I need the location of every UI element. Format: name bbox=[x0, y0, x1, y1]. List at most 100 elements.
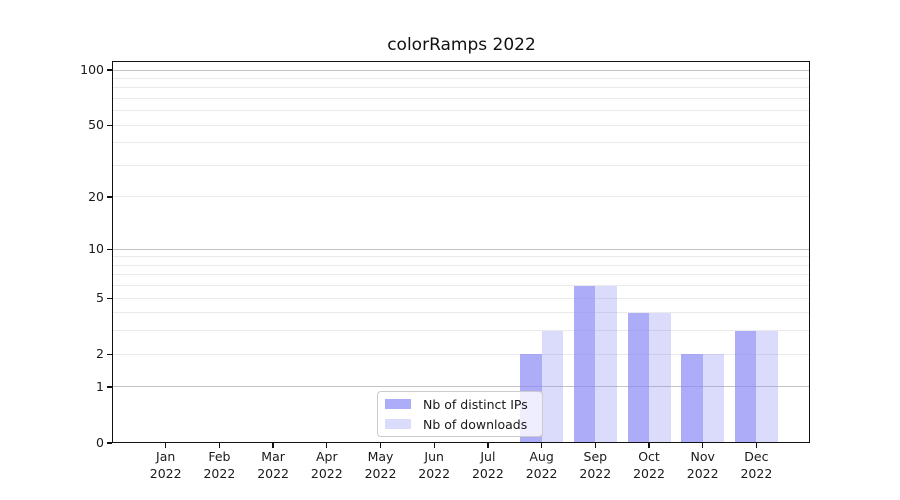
y-tick-label: 2 bbox=[96, 346, 104, 362]
x-tick-label-nov: Nov 2022 bbox=[675, 449, 731, 482]
x-tickmark bbox=[540, 443, 543, 448]
y-tick-label: 0 bbox=[96, 435, 104, 450]
x-tick-label-sep: Sep 2022 bbox=[567, 449, 623, 482]
month-label: Apr bbox=[315, 449, 338, 464]
month-label: Jul bbox=[480, 449, 496, 464]
y-tickmark bbox=[107, 248, 112, 250]
y-tickmark bbox=[107, 69, 112, 71]
y-tick-label: 1 bbox=[96, 378, 104, 394]
gridline bbox=[112, 248, 810, 250]
gridline bbox=[112, 330, 810, 332]
gridline bbox=[112, 312, 810, 314]
year-label: 2022 bbox=[203, 465, 236, 481]
year-label: 2022 bbox=[633, 465, 665, 481]
x-tickmark bbox=[648, 443, 650, 448]
year-label: 2022 bbox=[310, 465, 343, 481]
y-tick-label: 5 bbox=[96, 290, 104, 306]
x-tickmark bbox=[326, 443, 328, 448]
gridline bbox=[112, 386, 810, 388]
gridline bbox=[112, 110, 810, 112]
y-tickmark bbox=[107, 353, 112, 355]
bar-nb-of-distinct-ips-oct bbox=[627, 312, 649, 443]
x-tickmark bbox=[165, 443, 167, 448]
year-label: 2022 bbox=[525, 465, 558, 481]
bar-nb-of-downloads-oct bbox=[649, 312, 671, 443]
x-tickmark bbox=[702, 443, 704, 448]
year-label: 2022 bbox=[418, 465, 451, 481]
month-label: Sep bbox=[583, 449, 608, 464]
x-tick-label-may: May 2022 bbox=[353, 449, 409, 482]
gridline bbox=[112, 285, 810, 287]
gridline bbox=[112, 264, 810, 266]
legend-item: Nb of distinct IPs bbox=[385, 397, 542, 412]
gridline bbox=[112, 164, 810, 166]
x-tickmark bbox=[433, 443, 435, 448]
bar-nb-of-distinct-ips-dec bbox=[734, 330, 757, 443]
y-tickmark bbox=[107, 386, 112, 388]
bar-nb-of-downloads-dec bbox=[756, 330, 778, 443]
gridline bbox=[112, 196, 810, 198]
x-tick-label-aug: Aug 2022 bbox=[514, 449, 570, 482]
x-tickmark bbox=[594, 443, 596, 448]
x-tick-label-oct: Oct 2022 bbox=[621, 449, 677, 482]
x-tickmark bbox=[272, 443, 274, 448]
year-label: 2022 bbox=[471, 465, 504, 481]
chart-title: colorRamps 2022 bbox=[387, 35, 536, 55]
bar-nb-of-distinct-ips-sep bbox=[573, 285, 596, 443]
month-label: Jan bbox=[156, 449, 176, 464]
gridline bbox=[112, 69, 810, 71]
y-tickmark bbox=[107, 297, 112, 299]
year-label: 2022 bbox=[740, 465, 773, 481]
month-label: Mar bbox=[261, 449, 285, 464]
year-label: 2022 bbox=[686, 465, 719, 481]
x-tickmark bbox=[487, 443, 489, 448]
bar-nb-of-downloads-sep bbox=[595, 285, 617, 443]
bar-nb-of-downloads-nov bbox=[702, 354, 725, 443]
legend: Nb of distinct IPs Nb of downloads bbox=[377, 391, 543, 437]
month-label: Jun bbox=[424, 449, 444, 464]
gridline bbox=[112, 353, 810, 355]
gridline bbox=[112, 87, 810, 89]
legend-swatch-distinct-ips bbox=[385, 399, 411, 409]
month-label: Feb bbox=[208, 449, 231, 464]
y-tick-label: 100 bbox=[80, 62, 104, 77]
x-tick-label-jan: Jan 2022 bbox=[138, 449, 194, 482]
month-label: Oct bbox=[638, 449, 660, 464]
y-tick-label: 10 bbox=[88, 241, 104, 257]
x-tickmark bbox=[755, 443, 758, 448]
gridline bbox=[112, 142, 810, 144]
bar-nb-of-downloads-aug bbox=[541, 330, 564, 443]
month-label: Dec bbox=[744, 449, 769, 464]
month-label: Aug bbox=[529, 449, 554, 464]
gridline bbox=[112, 256, 810, 258]
x-tick-label-apr: Apr 2022 bbox=[299, 449, 355, 482]
legend-label-downloads: Nb of downloads bbox=[423, 416, 528, 432]
legend-label-distinct-ips: Nb of distinct IPs bbox=[423, 396, 528, 412]
x-tick-label-mar: Mar 2022 bbox=[245, 449, 301, 482]
y-tick-label: 50 bbox=[88, 117, 104, 133]
y-tickmark bbox=[107, 124, 112, 126]
x-tick-label-feb: Feb 2022 bbox=[191, 449, 247, 482]
x-tickmark bbox=[218, 443, 221, 448]
gridline bbox=[112, 97, 810, 99]
gridline bbox=[112, 77, 810, 79]
year-label: 2022 bbox=[579, 465, 612, 481]
gridline bbox=[112, 124, 810, 126]
y-tick-label: 20 bbox=[88, 188, 104, 204]
gridline bbox=[112, 274, 810, 276]
gridline bbox=[112, 297, 810, 299]
month-label: May bbox=[367, 449, 394, 464]
y-tickmark bbox=[107, 442, 112, 444]
year-label: 2022 bbox=[257, 465, 289, 481]
x-tick-label-jul: Jul 2022 bbox=[460, 449, 516, 482]
x-tick-label-dec: Dec 2022 bbox=[728, 449, 784, 482]
year-label: 2022 bbox=[364, 465, 397, 481]
legend-swatch-downloads bbox=[385, 419, 411, 429]
y-tickmark bbox=[107, 196, 112, 198]
bar-nb-of-distinct-ips-nov bbox=[681, 354, 703, 443]
year-label: 2022 bbox=[149, 465, 182, 481]
x-tick-label-jun: Jun 2022 bbox=[406, 449, 462, 482]
legend-item: Nb of downloads bbox=[385, 417, 542, 432]
x-tickmark bbox=[379, 443, 382, 448]
